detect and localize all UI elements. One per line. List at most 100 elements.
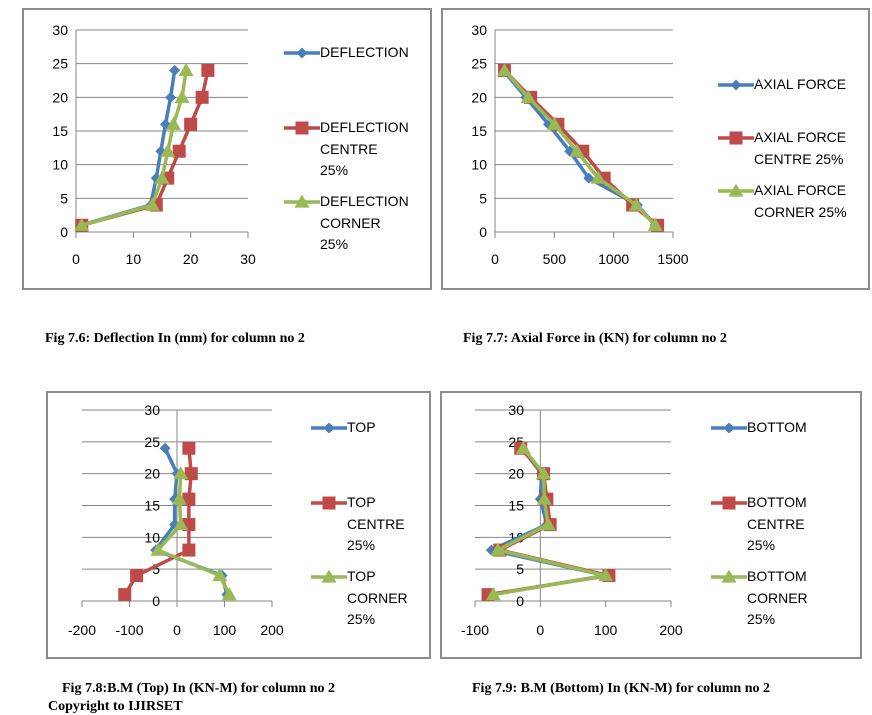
y-tick-label: 0: [479, 224, 487, 240]
legend-label: BOTTOM: [747, 568, 807, 584]
legend-key-diamond-icon: [284, 44, 320, 62]
legend-key-square-icon: [711, 494, 747, 512]
legend-label: TOP: [347, 494, 376, 510]
legend-marker: [730, 79, 742, 91]
legend-marker: [729, 131, 743, 145]
x-tick-label: 1000: [598, 251, 629, 267]
x-tick-label: 30: [240, 251, 256, 267]
legend-label: AXIAL FORCE: [754, 182, 847, 198]
legend-item: BOTTOM: [711, 419, 807, 439]
x-tick-label: 200: [260, 622, 284, 638]
data-point: [165, 116, 181, 130]
legend-key-square-icon: [284, 119, 320, 137]
footer-copyright: Copyright to IJIRSET: [48, 699, 183, 714]
legend-label: 25%: [347, 611, 376, 627]
y-tick-label: 15: [144, 498, 160, 514]
legend-label: CENTRE 25%: [754, 150, 844, 167]
x-tick-label: 1500: [657, 251, 688, 267]
x-tick-label: -200: [68, 622, 96, 638]
caption-fig-7-9: Fig 7.9: B.M (Bottom) In (KN-M) for colu…: [472, 681, 770, 696]
y-tick-label: 20: [52, 89, 68, 105]
y-tick-label: 0: [60, 224, 68, 240]
data-point: [174, 89, 190, 103]
data-point: [515, 440, 531, 454]
data-point: [172, 144, 186, 158]
legend-label: CORNER: [320, 214, 381, 231]
y-tick-label: 10: [52, 157, 68, 173]
data-point: [178, 62, 194, 77]
data-point: [130, 569, 144, 583]
data-point: [159, 442, 171, 454]
chart-0: 0 5 10 15 20 25 30 0 10 20 30: [52, 22, 256, 267]
x-tick-label: 100: [594, 622, 618, 638]
x-tick-label: 0: [491, 251, 499, 267]
caption-fig-7-6: Fig 7.6: Deflection In (mm) for column n…: [45, 331, 305, 346]
y-tick-label: 30: [508, 402, 524, 418]
legend-label: 25%: [320, 162, 349, 178]
legend-key-triangle-icon: [284, 193, 320, 211]
legend-key-diamond-icon: [718, 76, 754, 94]
x-tick-label: 10: [126, 251, 142, 267]
chart-frame-deflection: [22, 8, 432, 290]
chart-2: 0 5 10 15 20 25 30 -200 -100 0 100 200: [68, 402, 284, 638]
y-tick-label: 25: [144, 434, 160, 450]
legend-marker: [296, 47, 308, 59]
data-point: [182, 492, 196, 506]
data-point: [150, 542, 166, 556]
legend-marker: [322, 496, 336, 510]
data-point: [485, 587, 501, 601]
data-point: [184, 117, 198, 131]
y-tick-label: 20: [508, 466, 524, 482]
y-tick-label: 30: [144, 402, 160, 418]
chart-frame-axial-force: [441, 8, 870, 290]
legend-label: 25%: [347, 537, 376, 553]
data-point: [160, 143, 176, 157]
legend-label: TOP: [347, 568, 376, 584]
legend-label: TOP: [347, 419, 376, 435]
y-tick-label: 0: [152, 593, 160, 609]
y-tick-label: 5: [152, 561, 160, 577]
legend-item: AXIAL FORCE CENTRE 25%: [718, 129, 846, 170]
legend-item: BOTTOM CENTRE 25%: [711, 494, 807, 557]
y-tick-label: 25: [471, 56, 487, 72]
data-point: [171, 491, 187, 505]
chart-1: 0 5 10 15 20 25 30 0 500 1000 1500: [471, 22, 688, 267]
data-point: [173, 466, 189, 480]
legend-item: TOP: [311, 419, 376, 439]
legend-marker: [321, 569, 337, 583]
data-point: [536, 466, 552, 480]
x-tick-label: 20: [183, 251, 199, 267]
legend-marker: [323, 422, 335, 434]
legend-key-triangle-icon: [718, 182, 754, 200]
legend-marker: [728, 183, 744, 197]
legend-item: DEFLECTION CENTRE 25%: [284, 119, 409, 182]
y-tick-label: 15: [52, 123, 68, 139]
legend-label: 25%: [747, 611, 776, 627]
legend-item: AXIAL FORCE: [718, 76, 846, 96]
y-tick-label: 15: [471, 123, 487, 139]
legend-label: CORNER: [747, 589, 808, 606]
legend-label: 25%: [320, 236, 349, 252]
legend-marker: [295, 121, 309, 135]
data-point: [598, 568, 614, 582]
legend-label: CORNER: [347, 589, 408, 606]
legend-marker: [721, 569, 737, 583]
data-point: [74, 217, 90, 231]
x-tick-label: -100: [461, 622, 489, 638]
y-tick-label: 10: [144, 529, 160, 545]
data-point: [546, 116, 562, 130]
data-point: [628, 197, 644, 211]
data-point: [569, 143, 585, 157]
legend-item: DEFLECTION: [284, 44, 409, 64]
series-line-1: [81, 70, 210, 227]
data-point: [195, 90, 209, 104]
y-tick-label: 10: [471, 157, 487, 173]
data-point: [182, 543, 196, 557]
legend-label: DEFLECTION: [320, 119, 409, 135]
x-tick-label: 0: [173, 622, 181, 638]
legend-item: AXIAL FORCE CORNER 25%: [718, 182, 847, 223]
data-point: [154, 170, 170, 184]
data-point: [520, 89, 536, 103]
data-point: [201, 63, 215, 77]
